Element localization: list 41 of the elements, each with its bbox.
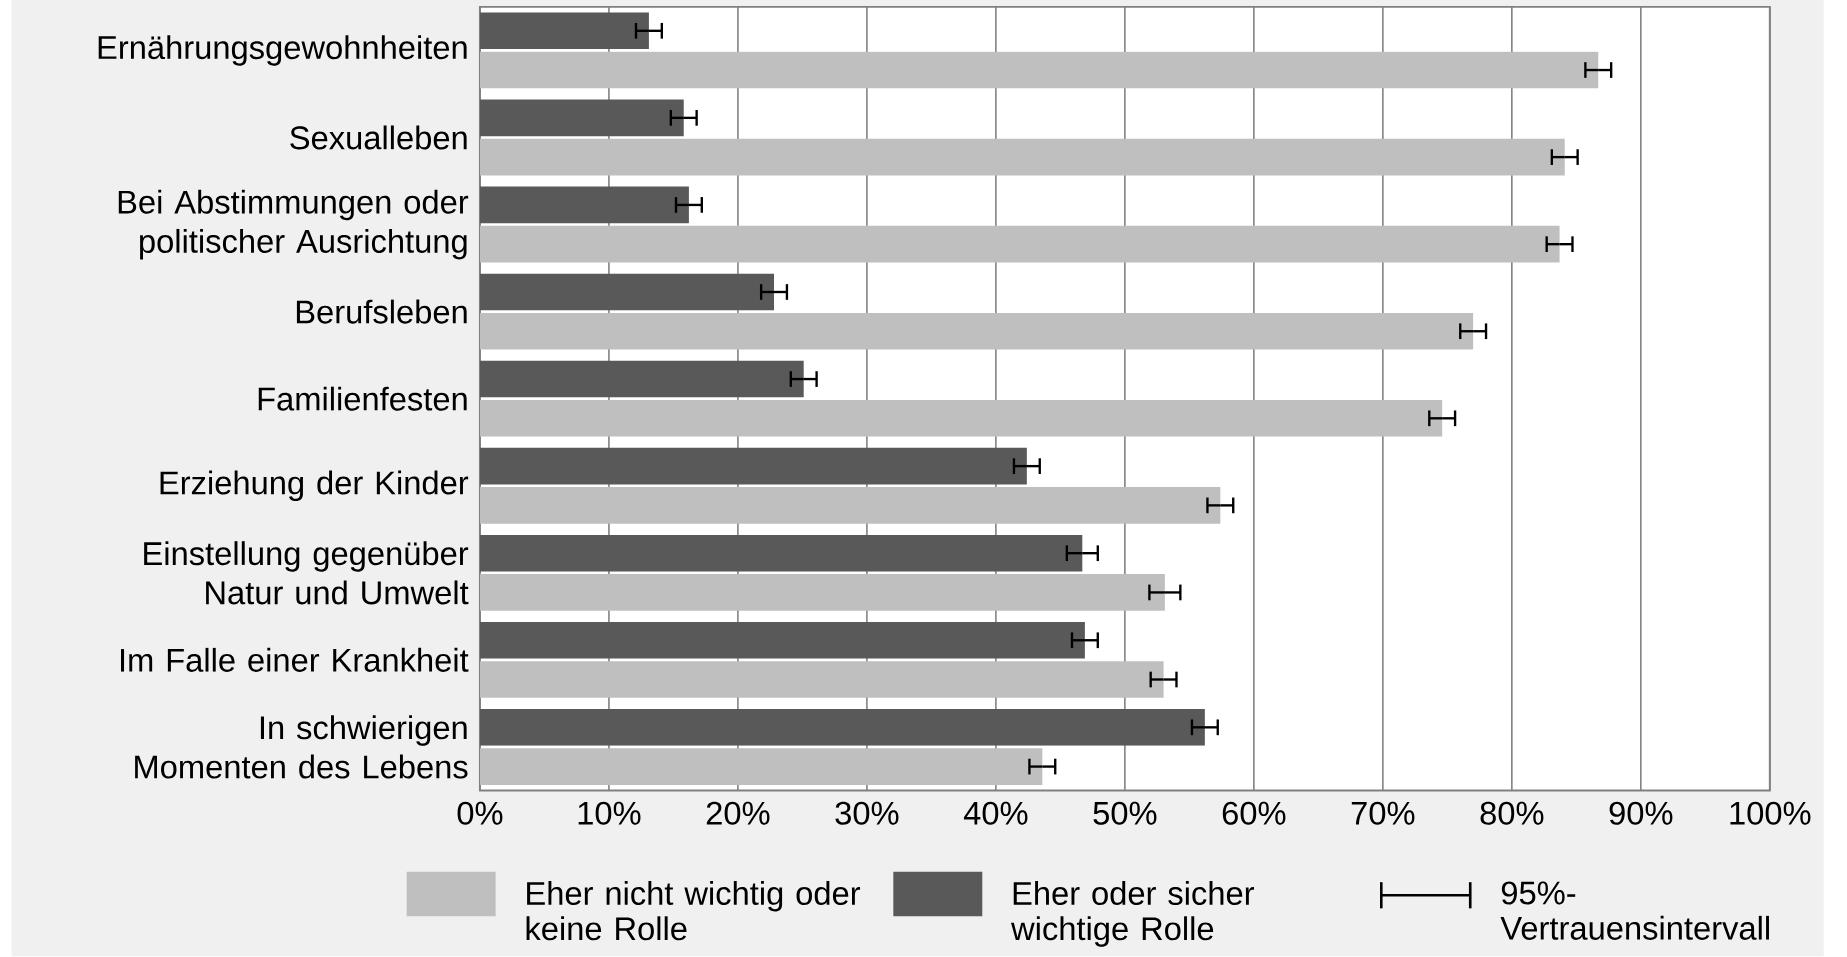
x-tick-label: 50% xyxy=(1093,801,1157,825)
x-tick-label: 90% xyxy=(1609,801,1673,825)
legend-label: Eher nicht wichtig oder keine Rolle xyxy=(526,881,861,941)
bar xyxy=(479,99,684,137)
bar xyxy=(479,574,1165,611)
y-tick-label: Sexualleben xyxy=(290,125,467,150)
bar xyxy=(479,535,1083,572)
x-tick-label: 30% xyxy=(835,801,899,825)
bar xyxy=(479,51,1599,89)
x-tick-label: 60% xyxy=(1222,801,1286,825)
bar xyxy=(479,661,1164,699)
bar xyxy=(479,313,1474,350)
bar xyxy=(479,487,1221,524)
x-tick-label: 10% xyxy=(578,801,641,825)
bar xyxy=(479,709,1205,746)
bar xyxy=(479,748,1043,786)
bar xyxy=(479,186,689,224)
y-tick-label: Ernährungsgewohnheiten xyxy=(98,35,467,66)
x-tick-label: 40% xyxy=(963,801,1028,825)
y-tick-label: In schwierigen Momenten des Lebens xyxy=(135,715,468,779)
x-tick-label: 0% xyxy=(457,801,503,825)
bar xyxy=(479,138,1565,176)
x-tick-label: 80% xyxy=(1480,801,1544,825)
legend-label: Eher oder sicher wichtige Rolle xyxy=(1011,881,1255,947)
bar xyxy=(479,12,649,50)
bar xyxy=(479,448,1027,485)
x-tick-label: 100% xyxy=(1730,801,1811,825)
y-tick-label: Einstellung gegenüber Natur und Umwelt xyxy=(144,541,469,605)
x-tick-label: 20% xyxy=(706,801,770,825)
bar xyxy=(479,360,804,398)
y-tick-label: Erziehung der Kinder xyxy=(160,470,469,502)
bar xyxy=(479,622,1085,659)
y-tick-label: Berufsleben xyxy=(296,299,467,324)
bar xyxy=(479,273,775,311)
y-tick-label: Im Falle einer Krankheit xyxy=(120,648,469,673)
x-tick-label: 70% xyxy=(1351,801,1415,825)
bar xyxy=(479,400,1443,437)
y-tick-label: Familienfesten xyxy=(258,386,467,411)
bar xyxy=(479,226,1560,263)
y-tick-label: Bei Abstimmungen oder politischer Ausrichtung xyxy=(118,189,469,260)
text: 95%-Vertrauensintervall xyxy=(1500,881,1769,941)
